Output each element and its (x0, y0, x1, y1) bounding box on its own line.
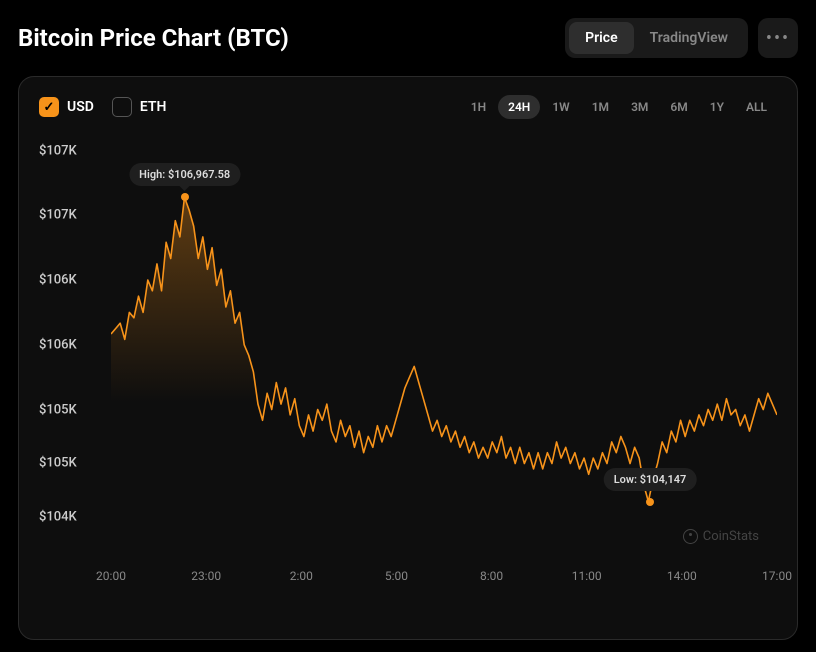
timeframe-selector: 1H24H1W1M3M6M1YALL (461, 95, 777, 119)
currency-label: ETH (140, 99, 167, 115)
x-tick-label: 2:00 (290, 569, 313, 583)
y-tick-label: $105K (39, 456, 77, 471)
y-tick-label: $105K (39, 402, 77, 417)
chart-plot: High: $106,967.58 Low: $104,147 (111, 129, 777, 539)
timeframe-1h[interactable]: 1H (461, 95, 496, 119)
y-axis: $107K $107K $106K $106K $105K $105K $104K (39, 129, 111, 539)
coinstats-icon (683, 529, 698, 544)
x-tick-label: 11:00 (572, 569, 602, 583)
watermark: CoinStats (683, 529, 759, 544)
y-tick-label: $107K (39, 208, 77, 223)
watermark-label: CoinStats (703, 529, 759, 544)
tab-price[interactable]: Price (569, 22, 634, 54)
timeframe-1y[interactable]: 1Y (700, 95, 734, 119)
currency-option-eth[interactable]: ETH (112, 97, 167, 117)
page-title: Bitcoin Price Chart (BTC) (18, 24, 289, 52)
low-marker (646, 498, 654, 506)
x-axis: 20:0023:002:005:008:0011:0014:0017:00 (111, 569, 777, 589)
x-tick-label: 20:00 (96, 569, 126, 583)
more-menu-button[interactable]: ••• (758, 18, 798, 58)
currency-selector: USD ETH (39, 97, 166, 117)
timeframe-1w[interactable]: 1W (542, 95, 579, 119)
high-tooltip: High: $106,967.58 (129, 163, 240, 186)
timeframe-24h[interactable]: 24H (498, 95, 540, 119)
checkbox (112, 97, 132, 117)
currency-label: USD (67, 99, 94, 115)
x-tick-label: 8:00 (480, 569, 503, 583)
x-tick-label: 5:00 (385, 569, 408, 583)
x-tick-label: 14:00 (667, 569, 697, 583)
chart-area: $107K $107K $106K $106K $105K $105K $104K High… (39, 129, 777, 589)
high-marker (181, 193, 189, 201)
y-tick-label: $106K (39, 273, 77, 288)
timeframe-all[interactable]: ALL (736, 95, 777, 119)
low-tooltip: Low: $104,147 (604, 468, 697, 491)
checkbox (39, 97, 59, 117)
y-tick-label: $104K (39, 510, 77, 525)
timeframe-6m[interactable]: 6M (660, 95, 697, 119)
tab-tradingview[interactable]: TradingView (634, 22, 744, 54)
x-tick-label: 23:00 (191, 569, 221, 583)
x-tick-label: 17:00 (762, 569, 792, 583)
y-tick-label: $106K (39, 337, 77, 352)
currency-option-usd[interactable]: USD (39, 97, 94, 117)
timeframe-1m[interactable]: 1M (582, 95, 619, 119)
chart-card: USD ETH 1H24H1W1M3M6M1YALL $107K $107K $106… (18, 76, 798, 640)
dots-icon: ••• (766, 28, 790, 49)
view-tab-group: Price TradingView (565, 18, 748, 58)
timeframe-3m[interactable]: 3M (621, 95, 658, 119)
y-tick-label: $107K (39, 143, 77, 158)
